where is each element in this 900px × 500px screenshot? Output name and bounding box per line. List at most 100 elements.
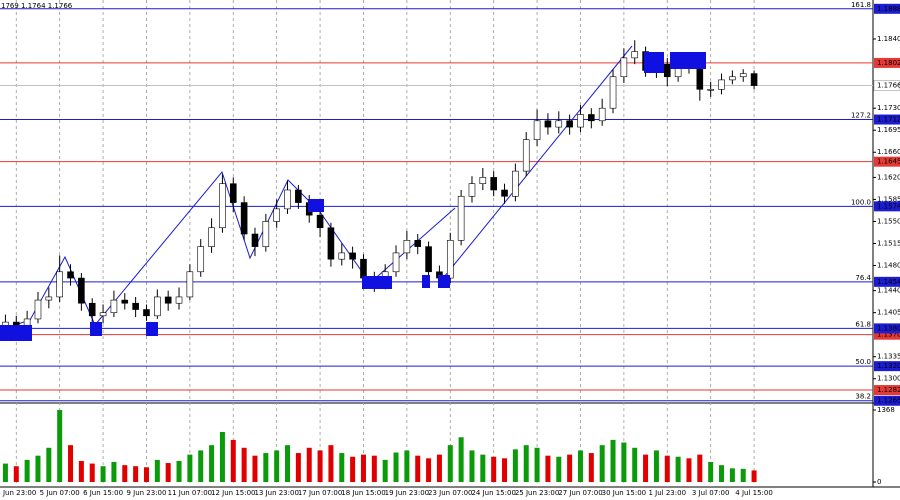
marker bbox=[362, 276, 392, 289]
volume-bar bbox=[89, 463, 95, 482]
x-tick-label: 11 Jun 07:00 bbox=[168, 489, 212, 497]
candle-body bbox=[696, 67, 704, 90]
volume-bar bbox=[686, 458, 692, 482]
candle-body bbox=[663, 63, 671, 78]
ohlc-text: 1769 1.1764 1.1766 bbox=[1, 2, 73, 10]
level-price-box bbox=[874, 201, 900, 212]
candle-body bbox=[707, 89, 714, 91]
candle-body bbox=[197, 246, 205, 273]
x-tick-label: 25 Jun 23:00 bbox=[515, 489, 559, 497]
volume-bar bbox=[697, 454, 703, 482]
volume-bar bbox=[382, 459, 388, 482]
candle-body bbox=[392, 252, 400, 273]
marker bbox=[644, 52, 664, 73]
level-fib-label: 161.8 bbox=[851, 1, 871, 9]
volume-bar bbox=[209, 445, 215, 482]
candle-body bbox=[566, 120, 573, 128]
candle-body bbox=[522, 139, 530, 172]
candle-body bbox=[78, 277, 85, 304]
level-price-box bbox=[874, 385, 900, 396]
candle-body bbox=[750, 73, 758, 86]
candle-body bbox=[577, 114, 584, 128]
volume-bar bbox=[230, 439, 236, 482]
volume-bar bbox=[426, 458, 432, 482]
candle-body bbox=[739, 73, 747, 78]
level-price-label: 1.1265 bbox=[877, 397, 900, 405]
candle-body bbox=[284, 189, 291, 210]
volume-bar bbox=[13, 466, 19, 482]
level-price-label: 1.1712 bbox=[877, 116, 900, 124]
candle-body bbox=[718, 79, 725, 90]
volume-bar bbox=[68, 445, 74, 482]
volume-bar bbox=[252, 455, 258, 482]
level-price-label: 1.1888 bbox=[877, 5, 900, 13]
volume-bar bbox=[708, 462, 714, 482]
trend-line bbox=[439, 45, 633, 283]
volume-bar bbox=[567, 454, 573, 482]
volume-bar bbox=[306, 447, 312, 482]
volume-bar bbox=[740, 468, 746, 482]
candle-body bbox=[457, 195, 465, 241]
volume-bar bbox=[328, 445, 334, 482]
candle-body bbox=[631, 51, 639, 59]
candle-body bbox=[414, 240, 422, 247]
volume-bar bbox=[577, 450, 583, 482]
volume-bar bbox=[458, 437, 464, 482]
volume-bar bbox=[317, 450, 323, 482]
level-price-box bbox=[874, 156, 900, 167]
marker bbox=[670, 52, 706, 69]
volume-bar bbox=[610, 439, 616, 482]
candle-body bbox=[164, 296, 172, 304]
level-price-box bbox=[874, 329, 900, 340]
volume-bar bbox=[729, 468, 735, 482]
level-price-label: 1.1645 bbox=[877, 158, 900, 166]
volume-bar bbox=[350, 456, 356, 482]
volume-bar bbox=[122, 465, 128, 482]
candle-body bbox=[349, 252, 356, 260]
level-price-box bbox=[874, 276, 900, 287]
axis: 3 Jun 23:00 5 Jun 07:00 6 Jun 15:00 9 Jun 2… bbox=[0, 3, 900, 497]
candle-body bbox=[598, 107, 606, 122]
x-tick-label: 9 Jun 23:00 bbox=[126, 489, 166, 497]
candle-body bbox=[143, 309, 150, 317]
level-price-label: 1.1380 bbox=[877, 324, 900, 332]
volume-bar bbox=[165, 463, 171, 482]
volume-bar bbox=[643, 454, 649, 482]
y-tick-label: 1.1480 bbox=[877, 261, 900, 269]
y-tick-label: 1.1300 bbox=[877, 375, 900, 383]
level-price-label: 1.1370 bbox=[877, 331, 900, 339]
candle-body bbox=[67, 271, 74, 279]
candle-body bbox=[338, 252, 346, 260]
x-tick-label: 3 Jul 07:00 bbox=[692, 489, 730, 497]
volume-bar bbox=[588, 453, 594, 482]
candle-body bbox=[425, 246, 432, 273]
candle-body bbox=[240, 202, 248, 235]
x-tick-label: 6 Jun 15:00 bbox=[83, 489, 123, 497]
volume-bar bbox=[469, 450, 475, 482]
y-tick-label: 1.1335 bbox=[877, 353, 900, 361]
volume-bar bbox=[415, 455, 421, 482]
volume-bar bbox=[143, 467, 149, 482]
volume-bar bbox=[371, 455, 377, 482]
volume-bar bbox=[523, 445, 529, 482]
candle-body bbox=[544, 120, 552, 128]
x-tick-label: 19 Jun 23:00 bbox=[385, 489, 429, 497]
candle-body bbox=[468, 183, 476, 197]
level-fib-label: 38.2 bbox=[855, 393, 871, 401]
candle-body bbox=[208, 227, 215, 247]
y-tick-label: 1.1620 bbox=[877, 173, 900, 181]
candle-body bbox=[56, 271, 63, 298]
volume-bar bbox=[111, 462, 117, 482]
x-tick-label: 17 Jun 07:00 bbox=[298, 489, 342, 497]
volume-bar bbox=[545, 455, 551, 482]
y-tick-label: 1.1440 bbox=[877, 287, 900, 295]
candle-body bbox=[729, 76, 736, 81]
marker bbox=[90, 322, 102, 336]
candle-body bbox=[588, 114, 595, 122]
x-tick-label: 4 Jul 15:00 bbox=[735, 489, 773, 497]
candle-body bbox=[501, 189, 508, 197]
zigzag-line bbox=[0, 170, 456, 331]
volume-bar bbox=[502, 458, 508, 482]
level-fib-label: 127.2 bbox=[851, 112, 871, 120]
